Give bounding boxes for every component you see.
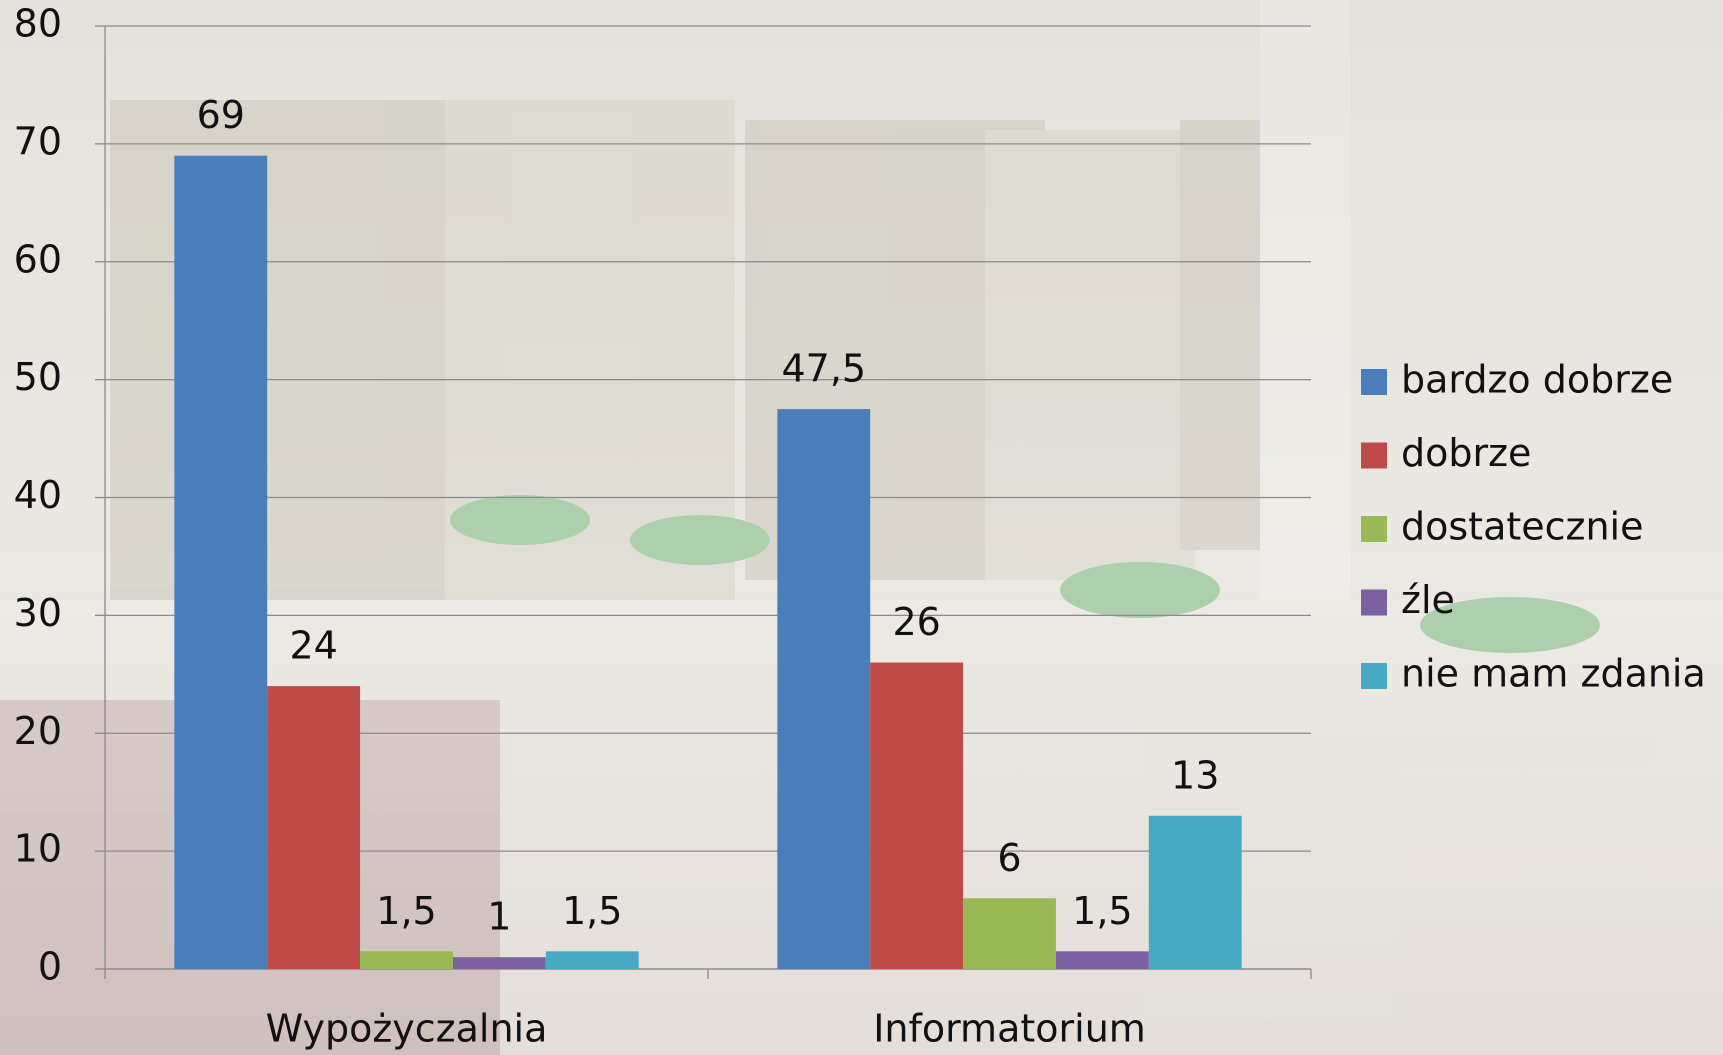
bar <box>777 409 871 969</box>
legend-label: dostatecznie <box>1401 505 1644 549</box>
y-tick-label: 70 <box>14 119 62 163</box>
bar <box>174 155 268 970</box>
value-label: 1,5 <box>562 889 622 933</box>
bar <box>452 957 546 969</box>
y-tick-label: 80 <box>14 2 62 46</box>
value-label: 6 <box>997 836 1021 880</box>
value-label: 47,5 <box>781 347 866 391</box>
legend-swatch <box>1361 369 1387 395</box>
bar <box>545 951 639 969</box>
bar <box>1148 815 1242 969</box>
y-tick-label: 30 <box>14 591 62 635</box>
value-label: 1 <box>487 895 511 939</box>
value-label: 24 <box>289 624 337 668</box>
x-tick-label: Informatorium <box>873 1007 1146 1051</box>
y-tick-label: 40 <box>14 473 62 517</box>
y-tick-label: 20 <box>14 709 62 753</box>
legend-label: źle <box>1401 578 1455 622</box>
bar <box>1055 951 1149 969</box>
bar <box>870 662 964 969</box>
legend-swatch <box>1361 589 1387 616</box>
bar <box>267 686 361 969</box>
value-label: 13 <box>1171 753 1219 797</box>
value-label: 69 <box>197 93 245 137</box>
y-tick-label: 0 <box>38 945 62 989</box>
legend-swatch <box>1361 516 1387 542</box>
legend-label: bardzo dobrze <box>1401 358 1673 402</box>
y-tick-label: 50 <box>14 355 62 399</box>
x-tick-label: Wypożyczalnia <box>266 1007 548 1051</box>
legend-swatch <box>1361 442 1387 469</box>
value-label: 26 <box>892 600 940 644</box>
legend-swatch <box>1361 663 1387 689</box>
y-tick-label: 10 <box>14 827 62 871</box>
legend-label: nie mam zdania <box>1401 652 1706 696</box>
bar <box>360 951 453 969</box>
value-label: 1,5 <box>376 889 436 933</box>
y-tick-label: 60 <box>14 237 62 281</box>
value-label: 1,5 <box>1072 889 1132 933</box>
legend-label: dobrze <box>1401 431 1531 475</box>
bar <box>963 898 1056 969</box>
